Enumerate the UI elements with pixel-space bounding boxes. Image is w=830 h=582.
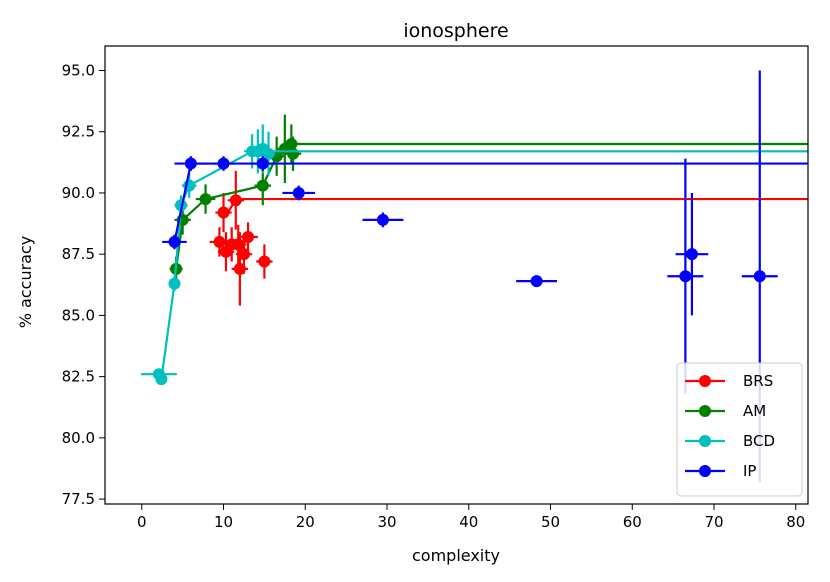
data-layer bbox=[140, 70, 808, 482]
series-ip-point bbox=[292, 186, 305, 199]
series-ip-point bbox=[217, 157, 230, 170]
legend-marker-am bbox=[699, 405, 711, 417]
x-tick-label: 40 bbox=[459, 513, 478, 531]
series-brs-point bbox=[232, 238, 245, 251]
legend-label-brs: BRS bbox=[743, 372, 773, 390]
chart-title: ionosphere bbox=[403, 20, 508, 42]
series-am-point bbox=[256, 179, 269, 192]
legend: BRS AM BCD IP bbox=[676, 362, 803, 497]
x-tick-label: 60 bbox=[623, 513, 642, 531]
x-tick-label: 30 bbox=[377, 513, 396, 531]
series-bcd-point bbox=[155, 373, 168, 386]
series-bcd-point bbox=[168, 277, 181, 290]
x-tick-label: 70 bbox=[704, 513, 723, 531]
series-am-point bbox=[287, 147, 300, 160]
series-brs-point bbox=[217, 206, 230, 219]
series-am-point bbox=[199, 193, 212, 206]
y-axis-label: % accuracy bbox=[16, 236, 35, 328]
legend-label-bcd: BCD bbox=[743, 432, 775, 450]
series-ip-point bbox=[679, 270, 692, 283]
x-tick-label: 10 bbox=[214, 513, 233, 531]
y-tick-label: 90.0 bbox=[62, 184, 95, 202]
x-tick-label: 20 bbox=[296, 513, 315, 531]
x-axis-label: complexity bbox=[412, 546, 500, 565]
series-ip-point bbox=[685, 248, 698, 261]
series-brs-point bbox=[242, 231, 255, 244]
series-ip-point bbox=[753, 270, 766, 283]
legend-box bbox=[676, 362, 803, 497]
y-tick-label: 87.5 bbox=[62, 245, 95, 263]
series-brs-point bbox=[213, 235, 226, 248]
series-bcd-point bbox=[175, 199, 188, 212]
x-tick-label: 50 bbox=[541, 513, 560, 531]
series-brs bbox=[209, 170, 808, 306]
legend-label-ip: IP bbox=[743, 462, 756, 480]
legend-label-am: AM bbox=[743, 402, 766, 420]
y-tick-label: 95.0 bbox=[62, 61, 95, 79]
x-tick-label: 0 bbox=[137, 513, 147, 531]
series-ip-point bbox=[184, 157, 197, 170]
y-tick-label: 85.0 bbox=[62, 306, 95, 324]
legend-marker-brs bbox=[699, 375, 711, 387]
series-ip-point bbox=[376, 213, 389, 226]
legend-marker-bcd bbox=[699, 435, 711, 447]
y-tick-label: 77.5 bbox=[62, 490, 95, 508]
plot-area bbox=[104, 45, 809, 505]
series-ip-point bbox=[168, 235, 181, 248]
series-ip-point bbox=[256, 157, 269, 170]
x-axis-ticks: 0 10 20 30 40 50 60 70 80 bbox=[137, 504, 805, 531]
series-bcd-point bbox=[262, 147, 275, 160]
y-axis-ticks: 77.5 80.0 82.5 85.0 87.5 90.0 92.5 95.0 bbox=[62, 61, 105, 508]
y-tick-label: 80.0 bbox=[62, 429, 95, 447]
series-ip bbox=[162, 70, 808, 482]
axes-frame bbox=[104, 45, 809, 505]
series-ip-point bbox=[530, 275, 543, 288]
y-tick-label: 82.5 bbox=[62, 368, 95, 386]
series-brs-point bbox=[258, 255, 271, 268]
series-am-point bbox=[285, 137, 298, 150]
y-tick-label: 92.5 bbox=[62, 123, 95, 141]
x-tick-label: 80 bbox=[786, 513, 805, 531]
legend-marker-ip bbox=[699, 465, 711, 477]
series-brs-point bbox=[229, 194, 242, 207]
